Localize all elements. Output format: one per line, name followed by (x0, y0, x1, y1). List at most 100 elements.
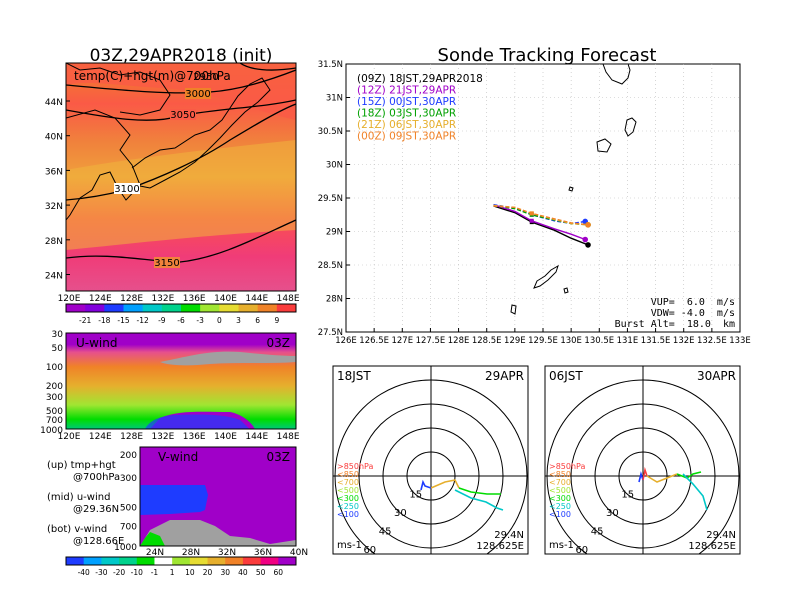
v-wind-pressure-label: 500 (120, 503, 137, 513)
hodograph-ring-label: 45 (379, 526, 392, 537)
map-lon-label: 136E (183, 294, 206, 304)
v-wind-label: V-wind (158, 450, 198, 464)
v-wind-lat-label: 28N (182, 548, 200, 558)
coastline (66, 77, 271, 221)
hodograph-trace (420, 479, 432, 491)
u-wind-pressure-label: 50 (52, 344, 64, 354)
panel-notes: (up) tmp+hgt @700hPa (mid) u-wind @29.36… (47, 460, 124, 547)
v-wind-panel: V-wind 03Z 200 300 500 700 1000 24N 28N 32N 36N… (114, 446, 308, 558)
v-wind-lat-label: 40N (290, 548, 308, 558)
hodograph-level-label: <700 (337, 478, 359, 487)
hodograph-time-label: 18JST (337, 369, 371, 383)
hodograph-lat: 29.4N (706, 530, 736, 541)
u-wind-pressure-label: 30 (52, 330, 64, 340)
wind-colorbar-swatch (242, 557, 262, 565)
wind-colorbar: -40 -30 -20 -10 -1 1 10 20 30 40 50 60 (65, 556, 297, 577)
u-wind-lon-label: 128E (120, 432, 143, 442)
v-wind-pressure-label: 200 (120, 451, 137, 461)
hodograph-trace (682, 473, 708, 511)
x-tick-label: 128.5E (472, 336, 502, 346)
hodograph-trace (458, 487, 501, 495)
u-wind-low-blue (145, 414, 250, 429)
hodograph-lat: 29.4N (494, 530, 524, 541)
v-wind-time: 03Z (267, 450, 291, 464)
wind-colorbar-label: 10 (185, 568, 195, 577)
x-tick-label: 129E (504, 336, 526, 346)
y-tick-label: 29N (326, 228, 343, 238)
tracking-panel: (09Z) 18JST,29APR2018(12Z) 21JST,29APR(1… (318, 60, 751, 346)
hodograph-trace (638, 471, 644, 483)
u-wind-jet-gray (160, 351, 296, 366)
map-frame (65, 62, 297, 292)
note-mid: (mid) u-wind (47, 492, 110, 503)
map-lon-label: 144E (245, 294, 268, 304)
temperature-colorbar: -21 -18 -15 -12 -9 -6 -3 0 3 6 9 (65, 303, 297, 325)
contour-3100 (66, 103, 296, 201)
wind-colorbar-swatch (260, 557, 279, 565)
hodograph-level-label: <300 (337, 494, 359, 503)
contour-label-3050: 3050 (170, 110, 195, 121)
hodograph-level-label: >850hPa (337, 462, 374, 471)
v-wind-green-region (140, 532, 165, 546)
wind-colorbar-label: -30 (95, 568, 107, 577)
y-tick-label: 28N (326, 295, 343, 305)
wind-colorbar-swatch (189, 557, 209, 565)
x-tick-label: 129.5E (528, 336, 558, 346)
hodograph-unit: ms-1 (549, 540, 574, 551)
wind-colorbar-swatch (278, 557, 297, 565)
legend-entry: (09Z) 18JST,29APR2018 (357, 73, 483, 85)
legend-entry: (21Z) 06JST,30APR (357, 119, 456, 131)
hodograph-level-label: <100 (549, 510, 571, 519)
hodograph-level-label: >850hPa (549, 462, 586, 471)
contour-2950 (239, 63, 296, 71)
main-title: Sonde Tracking Forecast (438, 45, 657, 66)
temp-colorbar-swatch (181, 304, 201, 312)
hodograph-date-label: 29APR (485, 369, 524, 383)
wind-colorbar-label: -40 (78, 568, 90, 577)
track-endpoint (585, 242, 591, 248)
wind-colorbar-frame (65, 556, 297, 566)
track-endpoint (585, 222, 591, 228)
warm-band (66, 140, 296, 250)
y-tick-label: 31N (326, 94, 343, 104)
temp-colorbar-swatch (104, 304, 124, 312)
u-wind-lon-label: 144E (245, 432, 268, 442)
cold-band (66, 63, 296, 120)
temp-colorbar-label: 0 (217, 316, 222, 325)
hodograph-ring-label: 15 (621, 489, 634, 500)
map-panel-label: temp(C)+hgt(m)@700hPa (74, 69, 231, 83)
temp-colorbar-label: 3 (236, 316, 241, 325)
x-tick-label: 132.5E (697, 336, 727, 346)
v-wind-lat-label: 32N (218, 548, 236, 558)
u-wind-time: 03Z (267, 336, 291, 350)
temp-colorbar-label: 6 (255, 316, 260, 325)
temp-colorbar-swatch (123, 304, 144, 312)
hodograph-ring-label: 45 (591, 526, 604, 537)
v-wind-pressure-label: 1000 (114, 543, 137, 553)
hodograph-trace (454, 489, 504, 511)
hodograph-level-label: <250 (337, 502, 359, 511)
x-tick-label: 130E (560, 336, 582, 346)
temp-colorbar-label: -12 (137, 316, 149, 325)
wind-colorbar-swatch (136, 557, 155, 565)
note-mid-lat: @29.36N (73, 504, 119, 515)
track-marker (529, 218, 534, 223)
temp-colorbar-swatch (257, 304, 278, 312)
map-lat-label: 28N (45, 237, 63, 247)
legend-entry: (12Z) 21JST,29APR (357, 85, 456, 97)
temp-colorbar-label: -15 (117, 316, 129, 325)
u-wind-pressure-label: 100 (46, 363, 63, 373)
map-lon-label: 140E (214, 294, 237, 304)
temp-colorbar-label: -9 (158, 316, 166, 325)
wind-colorbar-label: 30 (220, 568, 230, 577)
contour-label-3150: 3150 (154, 258, 179, 269)
wind-colorbar-label: 50 (256, 568, 266, 577)
temp-colorbar-swatch (66, 304, 86, 312)
wind-colorbar-label: 20 (203, 568, 213, 577)
wind-colorbar-swatch (101, 557, 120, 565)
hodograph-level-label: <500 (337, 486, 359, 495)
wind-colorbar-label: 60 (274, 568, 284, 577)
temperature-map: 3000 3050 3100 3150 2950 temp(C)+hgt(m)@… (45, 62, 300, 304)
wind-colorbar-swatch (119, 557, 138, 565)
